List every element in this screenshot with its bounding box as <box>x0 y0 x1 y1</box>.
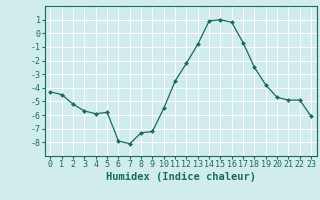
X-axis label: Humidex (Indice chaleur): Humidex (Indice chaleur) <box>106 172 256 182</box>
